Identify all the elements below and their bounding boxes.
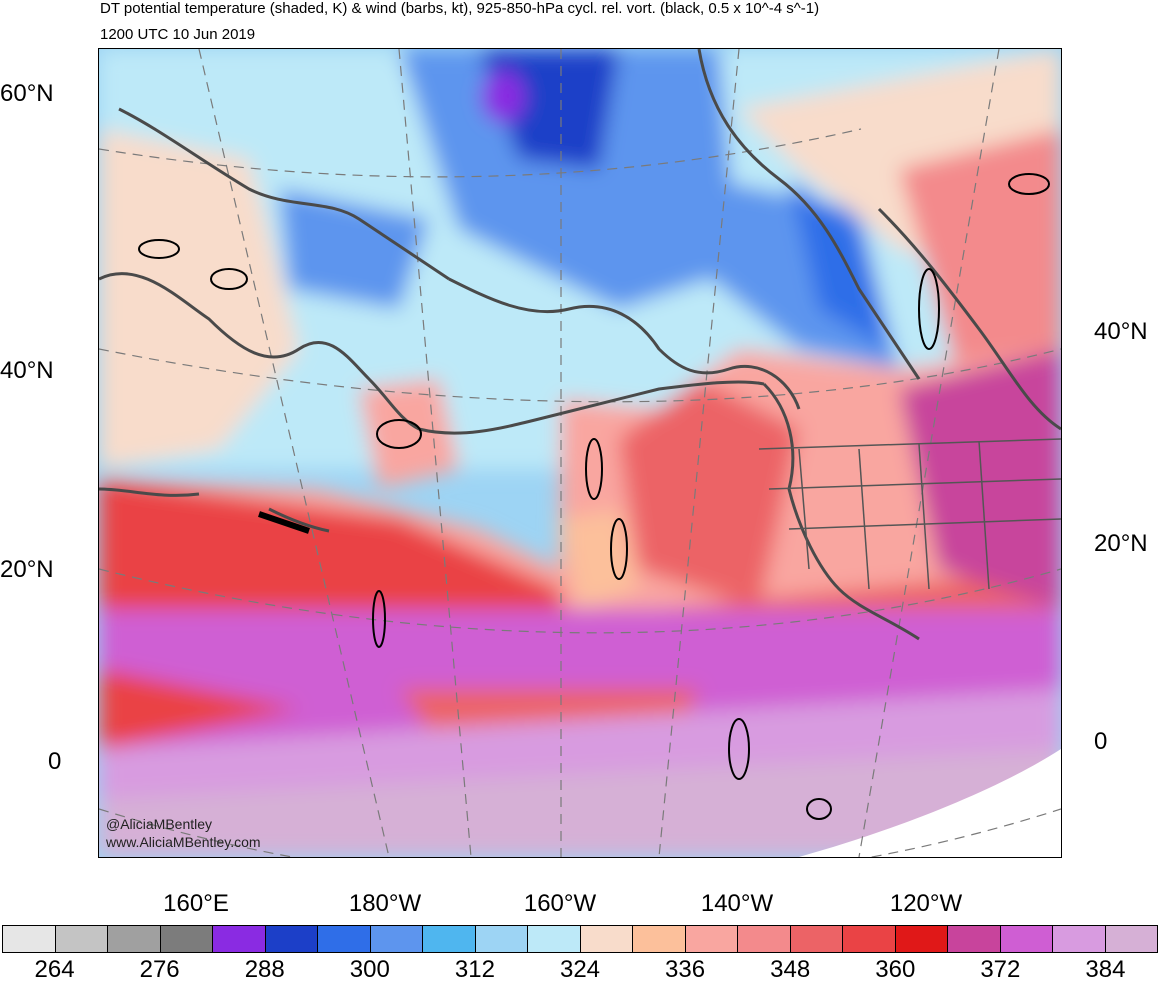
colorbar bbox=[2, 925, 1158, 953]
map-graphic bbox=[99, 49, 1061, 857]
valid-time: 1200 UTC 10 Jun 2019 bbox=[100, 26, 256, 43]
lon-label-160w: 160°W bbox=[523, 890, 597, 917]
lon-label-160e: 160°E bbox=[163, 890, 229, 917]
colorbar-tick-label: 300 bbox=[349, 956, 390, 983]
colorbar-swatch bbox=[685, 926, 738, 952]
lat-label-left-40n: 40°N bbox=[0, 357, 54, 384]
colorbar-swatch bbox=[1053, 926, 1106, 952]
colorbar-swatch bbox=[790, 926, 843, 952]
colorbar-swatch bbox=[265, 926, 318, 952]
colorbar-tick-label: 288 bbox=[244, 956, 285, 983]
colorbar-swatch bbox=[843, 926, 896, 952]
colorbar-swatch bbox=[370, 926, 423, 952]
colorbar-swatch bbox=[633, 926, 686, 952]
colorbar-tick-label: 372 bbox=[980, 956, 1021, 983]
colorbar-tick-label: 312 bbox=[454, 956, 495, 983]
colorbar-tick-label: 360 bbox=[875, 956, 916, 983]
colorbar-swatch bbox=[580, 926, 633, 952]
lat-label-left-60n: 60°N bbox=[0, 80, 54, 107]
colorbar-swatch bbox=[423, 926, 476, 952]
colorbar-swatch bbox=[475, 926, 528, 952]
colorbar-swatch bbox=[738, 926, 791, 952]
lat-label-right-0: 0 bbox=[1094, 728, 1108, 755]
state-borders bbox=[758, 438, 1061, 590]
lon-label-140w: 140°W bbox=[700, 890, 774, 917]
colorbar-swatch bbox=[3, 926, 56, 952]
colorbar-swatch bbox=[528, 926, 581, 952]
map-canvas bbox=[98, 48, 1062, 858]
colorbar-tick-label: 348 bbox=[770, 956, 811, 983]
colorbar-swatch bbox=[895, 926, 948, 952]
lat-label-right-20n: 20°N bbox=[1094, 530, 1148, 557]
lat-label-left-20n: 20°N bbox=[0, 556, 54, 583]
lat-label-left-0: 0 bbox=[48, 748, 62, 775]
no-data-region bbox=[799, 749, 1061, 857]
colorbar-swatch bbox=[1000, 926, 1053, 952]
lon-label-120w: 120°W bbox=[889, 890, 963, 917]
colorbar-tick-label: 264 bbox=[34, 956, 75, 983]
colorbar-tick-label: 384 bbox=[1085, 956, 1126, 983]
lat-label-right-40n: 40°N bbox=[1094, 318, 1148, 345]
colorbar-swatch bbox=[948, 926, 1001, 952]
lon-label-180w: 180°W bbox=[348, 890, 422, 917]
colorbar-tick-label: 276 bbox=[139, 956, 180, 983]
colorbar-tick-label: 336 bbox=[665, 956, 706, 983]
colorbar-swatch bbox=[55, 926, 108, 952]
colorbar-swatch bbox=[108, 926, 161, 952]
coastlines bbox=[99, 49, 1061, 641]
colorbar-swatch bbox=[160, 926, 213, 952]
colorbar-tick-label: 324 bbox=[559, 956, 601, 983]
credit-handle: @AliciaMBentley bbox=[106, 816, 213, 832]
colorbar-swatch bbox=[318, 926, 371, 952]
vorticity-contours bbox=[138, 173, 1050, 820]
colorbar-swatch bbox=[213, 926, 266, 952]
colorbar-swatch bbox=[1105, 926, 1157, 952]
map-title: DT potential temperature (shaded, K) & w… bbox=[100, 0, 820, 17]
credit-website: www.AliciaMBentley.com bbox=[106, 834, 261, 850]
potential-temperature-shading bbox=[99, 49, 1061, 857]
